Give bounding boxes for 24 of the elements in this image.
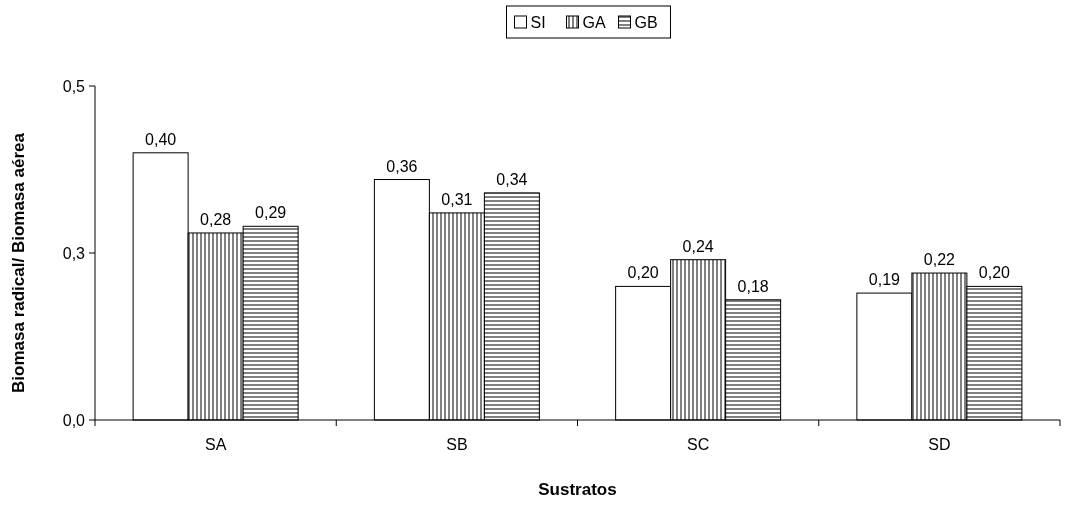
x-axis-title: Sustratos — [538, 480, 617, 499]
x-tick-label: SB — [446, 436, 468, 453]
data-label: 0,40 — [145, 130, 177, 148]
y-tick-label: 0,3 — [62, 244, 86, 262]
data-label: 0,19 — [868, 271, 901, 289]
legend-label: SI — [530, 13, 546, 31]
legend-label: GA — [582, 13, 606, 31]
x-tick-label: SC — [687, 436, 710, 453]
y-tick-label: 0,0 — [62, 411, 86, 429]
data-label: 0,18 — [737, 277, 769, 295]
data-label: 0,22 — [923, 251, 956, 269]
x-tick-label: SD — [928, 436, 951, 453]
data-label: 0,20 — [978, 264, 1011, 282]
data-label: 0,24 — [682, 237, 714, 255]
data-label: 0,20 — [627, 264, 659, 282]
y-tick-label: 0,5 — [62, 77, 86, 95]
y-axis-title: Biomasa radical/ Biomasa aérea — [9, 132, 28, 393]
x-tick-label: SA — [204, 436, 227, 453]
data-label: 0,34 — [496, 170, 528, 188]
data-label: 0,36 — [386, 157, 418, 175]
data-label: 0,31 — [441, 190, 473, 208]
legend-label: GB — [634, 13, 658, 31]
data-label: 0,29 — [255, 204, 287, 222]
data-label: 0,28 — [200, 210, 232, 228]
